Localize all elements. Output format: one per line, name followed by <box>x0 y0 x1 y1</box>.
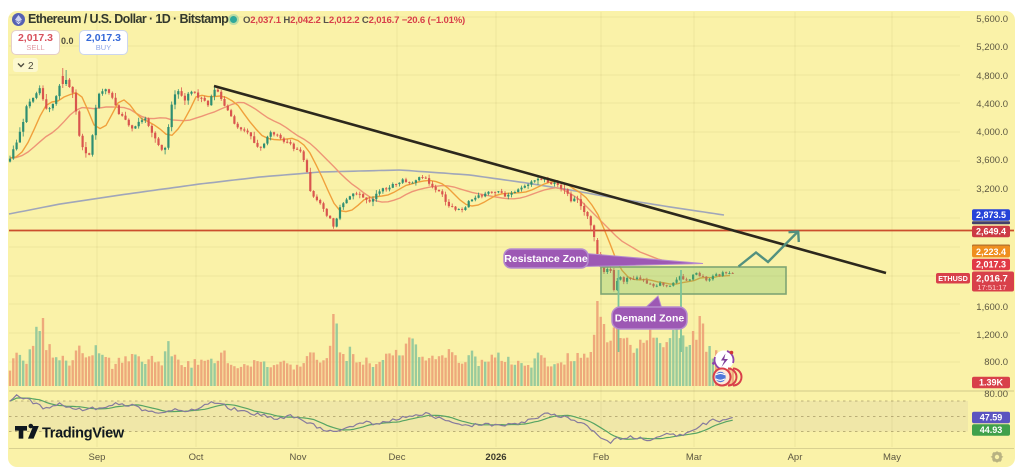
svg-text:3,200.0: 3,200.0 <box>976 184 1008 195</box>
svg-text:Sep: Sep <box>89 452 106 463</box>
svg-text:4,400.0: 4,400.0 <box>976 99 1008 110</box>
svg-text:Dec: Dec <box>389 452 406 463</box>
svg-text:1,200.0: 1,200.0 <box>976 330 1008 341</box>
svg-text:Mar: Mar <box>686 452 702 463</box>
svg-text:2026: 2026 <box>485 452 506 463</box>
svg-text:17:51:17: 17:51:17 <box>977 283 1006 292</box>
svg-text:2,223.4: 2,223.4 <box>976 247 1006 257</box>
svg-text:TradingView: TradingView <box>42 426 125 442</box>
svg-text:2,017.3: 2,017.3 <box>976 260 1006 270</box>
svg-text:2,649.4: 2,649.4 <box>976 227 1006 237</box>
svg-text:Nov: Nov <box>290 452 307 463</box>
svg-text:2,016.7: 2,016.7 <box>976 274 1008 285</box>
svg-text:4,000.0: 4,000.0 <box>976 127 1008 138</box>
svg-text:1.39K: 1.39K <box>979 378 1004 388</box>
svg-text:800.0: 800.0 <box>984 357 1008 368</box>
svg-text:5,200.0: 5,200.0 <box>976 42 1008 53</box>
svg-text:ETHUSD: ETHUSD <box>938 274 968 283</box>
svg-text:Demand Zone: Demand Zone <box>615 313 685 325</box>
svg-text:Resistance Zone: Resistance Zone <box>504 253 588 265</box>
svg-text:2: 2 <box>28 61 34 72</box>
svg-text:5,600.0: 5,600.0 <box>976 14 1008 25</box>
svg-text:May: May <box>883 452 901 463</box>
svg-text:Apr: Apr <box>788 452 803 463</box>
svg-text:4,800.0: 4,800.0 <box>976 71 1008 82</box>
svg-text:47.59: 47.59 <box>980 413 1003 423</box>
svg-text:Oct: Oct <box>189 452 204 463</box>
svg-text:3,600.0: 3,600.0 <box>976 155 1008 166</box>
svg-text:Feb: Feb <box>593 452 609 463</box>
svg-text:80.00: 80.00 <box>984 389 1008 400</box>
svg-text:44.93: 44.93 <box>980 425 1003 435</box>
svg-text:1,600.0: 1,600.0 <box>976 302 1008 313</box>
svg-text:2,873.5: 2,873.5 <box>976 210 1006 220</box>
